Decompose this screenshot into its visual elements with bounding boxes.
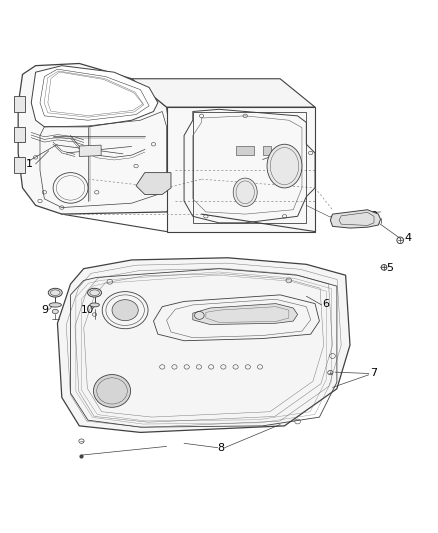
Polygon shape [79,145,101,157]
Polygon shape [263,147,272,155]
Ellipse shape [112,300,138,321]
Text: 1: 1 [25,159,32,169]
Text: 4: 4 [404,233,411,243]
Ellipse shape [93,375,131,407]
Text: 5: 5 [387,263,394,273]
Text: 8: 8 [218,443,225,453]
Polygon shape [237,147,254,155]
Polygon shape [57,258,350,432]
Ellipse shape [48,288,62,297]
Polygon shape [330,210,381,228]
Polygon shape [14,127,25,142]
Polygon shape [18,63,175,214]
Polygon shape [132,79,315,107]
Ellipse shape [88,288,102,297]
Text: 3: 3 [371,211,378,221]
Ellipse shape [49,303,61,307]
Text: 10: 10 [81,305,94,315]
Polygon shape [193,304,297,325]
Text: 7: 7 [371,368,378,377]
Polygon shape [166,107,315,231]
Ellipse shape [90,303,99,307]
Ellipse shape [233,178,257,206]
Polygon shape [14,96,25,111]
Polygon shape [31,66,158,127]
Polygon shape [14,157,25,173]
Ellipse shape [52,309,58,313]
Polygon shape [136,173,171,195]
Ellipse shape [267,144,302,188]
Text: 9: 9 [42,305,49,315]
Text: 2: 2 [276,148,284,158]
Text: 6: 6 [322,298,329,309]
